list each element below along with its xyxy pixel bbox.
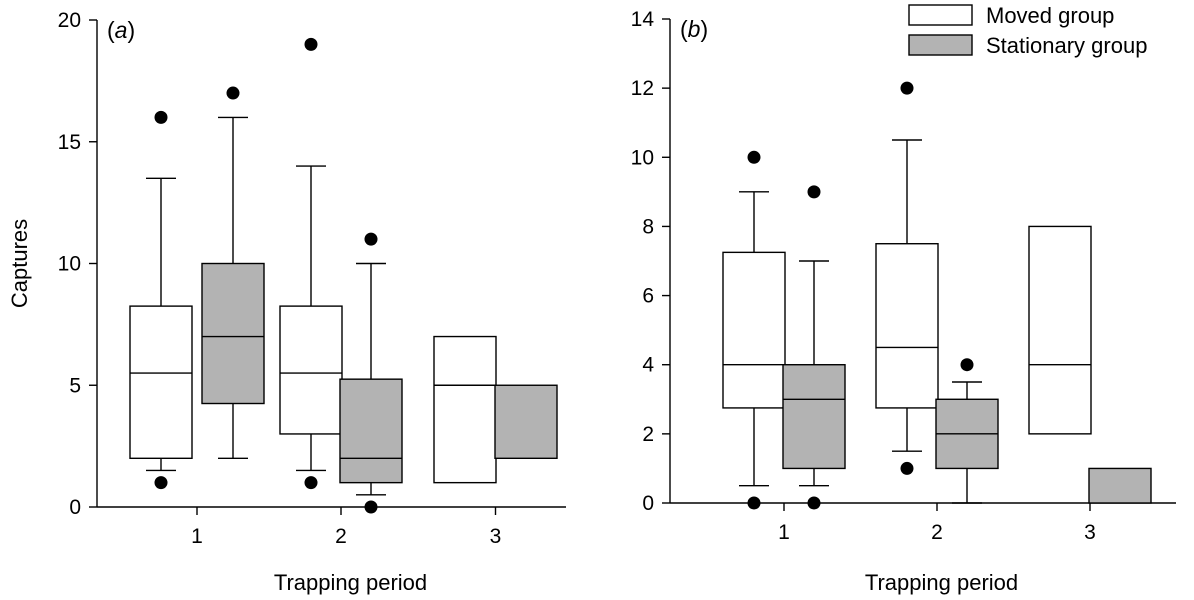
y-tick-label: 14 (631, 8, 655, 31)
outlier-point (304, 37, 318, 51)
outlier-point (960, 358, 974, 372)
outlier-point (747, 496, 761, 510)
x-axis-title: Trapping period (274, 570, 427, 595)
x-tick-label: 3 (490, 525, 502, 548)
x-tick-label: 3 (1084, 521, 1096, 544)
box-iqr (129, 305, 193, 459)
box-iqr (201, 262, 265, 405)
outlier-point (900, 81, 914, 95)
box-stationary-group-period-3 (494, 384, 558, 460)
box-stationary-group-period-1 (782, 185, 846, 510)
y-tick-label: 2 (642, 423, 654, 446)
box-iqr (433, 335, 497, 484)
x-axis-title: Trapping period (865, 570, 1018, 595)
panel-label-letter: b (688, 16, 701, 42)
box-iqr (782, 364, 846, 470)
legend: Moved group Stationary group (908, 3, 1147, 58)
box-stationary-group-period-2 (339, 232, 403, 514)
panel-label: (b) (680, 16, 708, 42)
panel-label: (a) (107, 17, 135, 43)
y-tick-label: 10 (58, 253, 81, 276)
y-tick-label: 10 (631, 146, 654, 169)
box-iqr (1088, 467, 1152, 504)
box-iqr (339, 378, 403, 484)
x-tick-label: 2 (335, 525, 347, 548)
box-iqr (722, 251, 786, 409)
outlier-point (807, 185, 821, 199)
y-tick-label: 20 (58, 9, 81, 32)
outlier-point (747, 150, 761, 164)
box-moved-group-period-2 (279, 37, 343, 490)
box-iqr (494, 384, 558, 460)
box-stationary-group-period-3 (1088, 467, 1152, 504)
outlier-point (900, 461, 914, 475)
outlier-point (154, 110, 168, 124)
x-tick-label: 1 (778, 521, 790, 544)
box-moved-group-period-2 (875, 81, 939, 475)
y-tick-label: 5 (69, 374, 81, 397)
legend-swatch (908, 34, 973, 56)
y-tick-label: 15 (58, 131, 81, 154)
y-tick-label: 8 (642, 215, 654, 238)
legend-label: Moved group (986, 3, 1114, 28)
outlier-point (304, 476, 318, 490)
box-iqr (279, 305, 343, 435)
y-tick-label: 4 (642, 354, 654, 377)
box-moved-group-period-1 (129, 110, 193, 490)
box-stationary-group-period-2 (935, 358, 999, 504)
y-tick-label: 0 (69, 496, 81, 519)
box-iqr (875, 243, 939, 409)
box-stationary-group-period-1 (201, 86, 265, 459)
box-moved-group-period-3 (1028, 225, 1092, 435)
x-tick-label: 2 (931, 521, 943, 544)
legend-swatch (908, 4, 973, 26)
y-tick-label: 12 (631, 77, 654, 100)
box-iqr (1028, 225, 1092, 435)
x-tick-label: 1 (191, 525, 203, 548)
outlier-point (364, 232, 378, 246)
legend-label: Stationary group (986, 33, 1147, 58)
y-tick-label: 6 (642, 285, 654, 308)
panel-label-letter: a (115, 17, 128, 43)
chart-panel-a: 0 5 10 15 20 1 2 3 Trapping period Captures (a) (7, 9, 566, 595)
outlier-point (807, 496, 821, 510)
outlier-point (226, 86, 240, 100)
y-tick-label: 0 (642, 492, 654, 515)
box-moved-group-period-1 (722, 150, 786, 510)
outlier-point (154, 476, 168, 490)
y-axis-title: Captures (7, 219, 32, 308)
box-moved-group-period-3 (433, 335, 497, 484)
outlier-point (364, 500, 378, 514)
